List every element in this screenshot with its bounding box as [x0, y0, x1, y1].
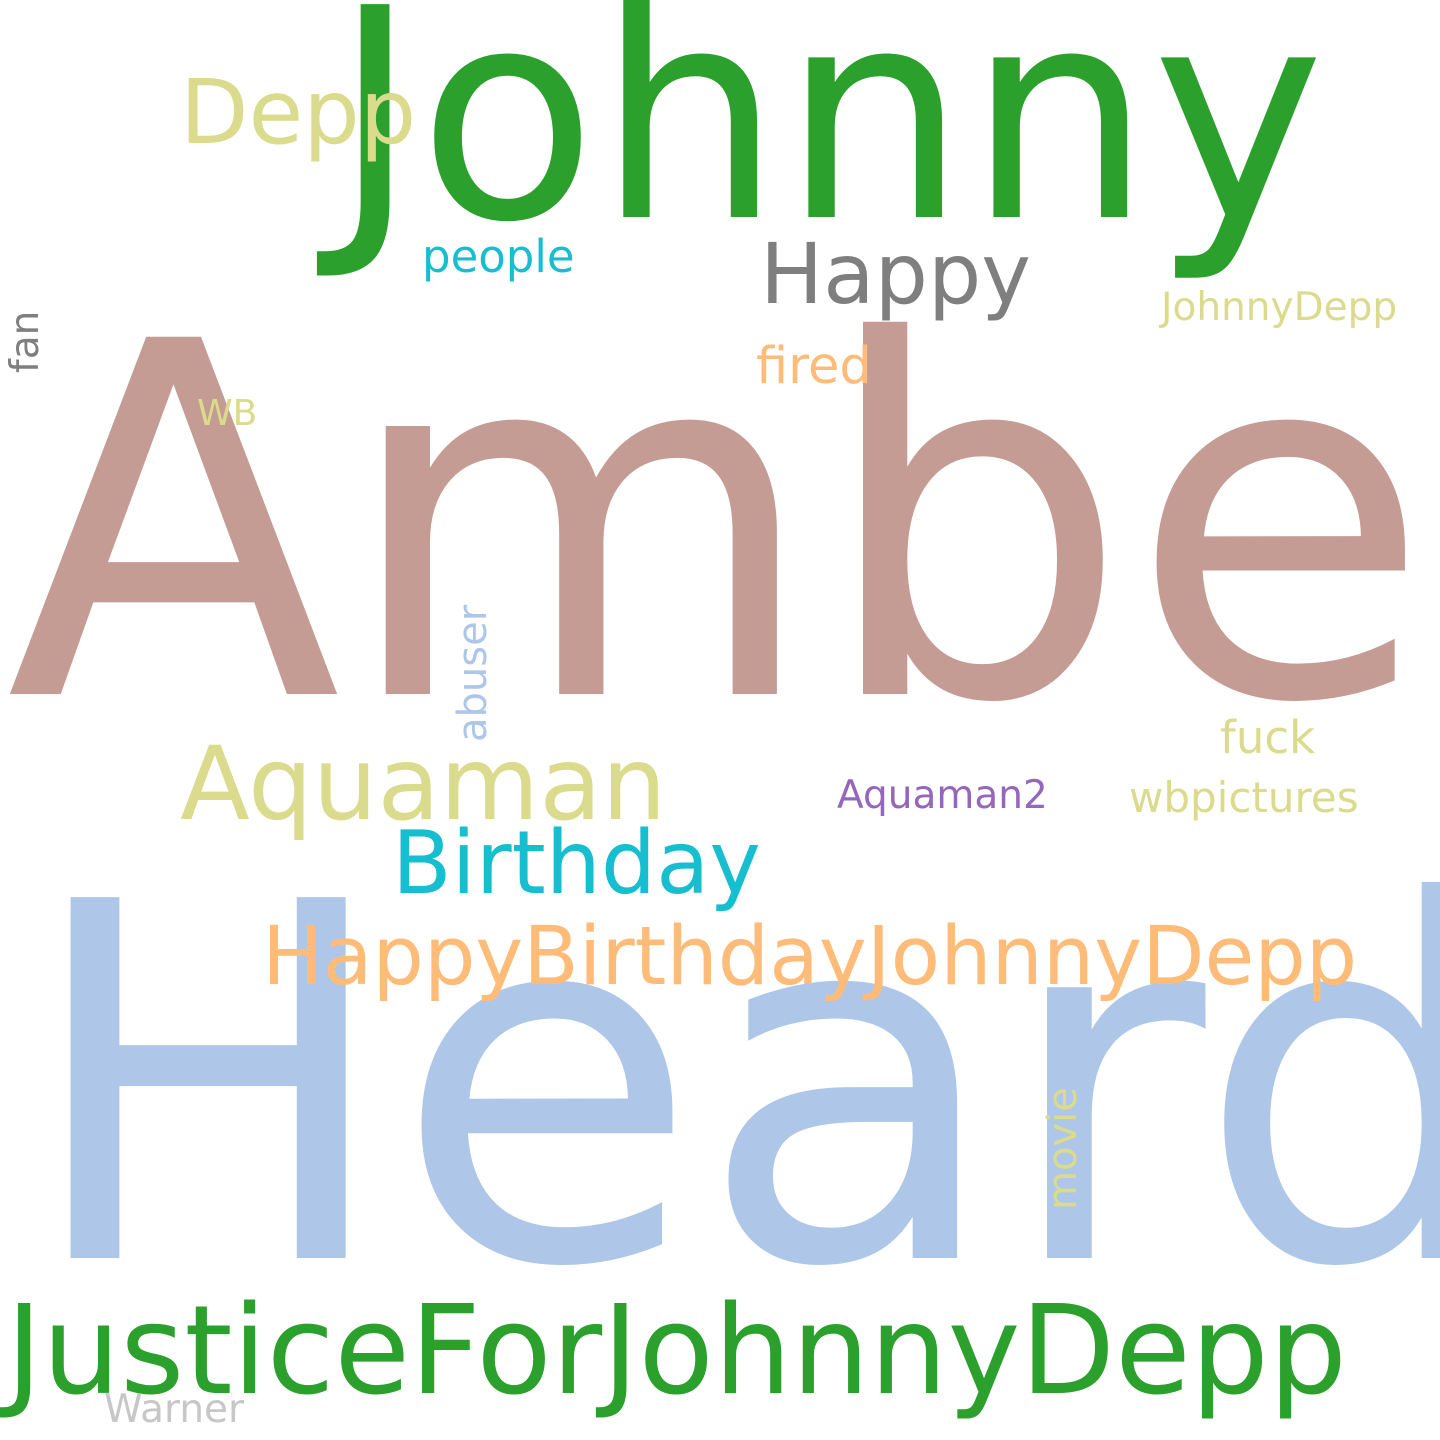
word-heard: Heard	[22, 799, 1440, 1375]
word-aquaman: Aquaman	[180, 725, 667, 844]
word-johnnydepp: JohnnyDepp	[1161, 285, 1398, 330]
word-fan: fan	[3, 310, 48, 373]
word-depp: Depp	[180, 60, 417, 164]
word-birthday: Birthday	[392, 812, 761, 914]
word-abuser: abuser	[450, 604, 496, 742]
word-wbpictures: wbpictures	[1129, 773, 1359, 822]
word-happy: Happy	[760, 225, 1031, 323]
word-johnny: Johnny	[332, 0, 1325, 286]
word-warner: Warner	[104, 1387, 245, 1432]
word-happybirthday-johnnydepp: HappyBirthdayJohnnyDepp	[262, 910, 1358, 1004]
word-wb: WB	[197, 393, 258, 434]
word-justicefor-johnnydepp: JusticeForJohnnyDepp	[6, 1280, 1347, 1423]
word-amber: Amber	[6, 239, 1440, 810]
word-people: people	[422, 230, 575, 283]
word-movie: movie	[1040, 1087, 1086, 1210]
word-aquaman2: Aquaman2	[837, 773, 1048, 818]
word-fuck: fuck	[1220, 711, 1316, 764]
word-fired: fired	[756, 337, 872, 396]
